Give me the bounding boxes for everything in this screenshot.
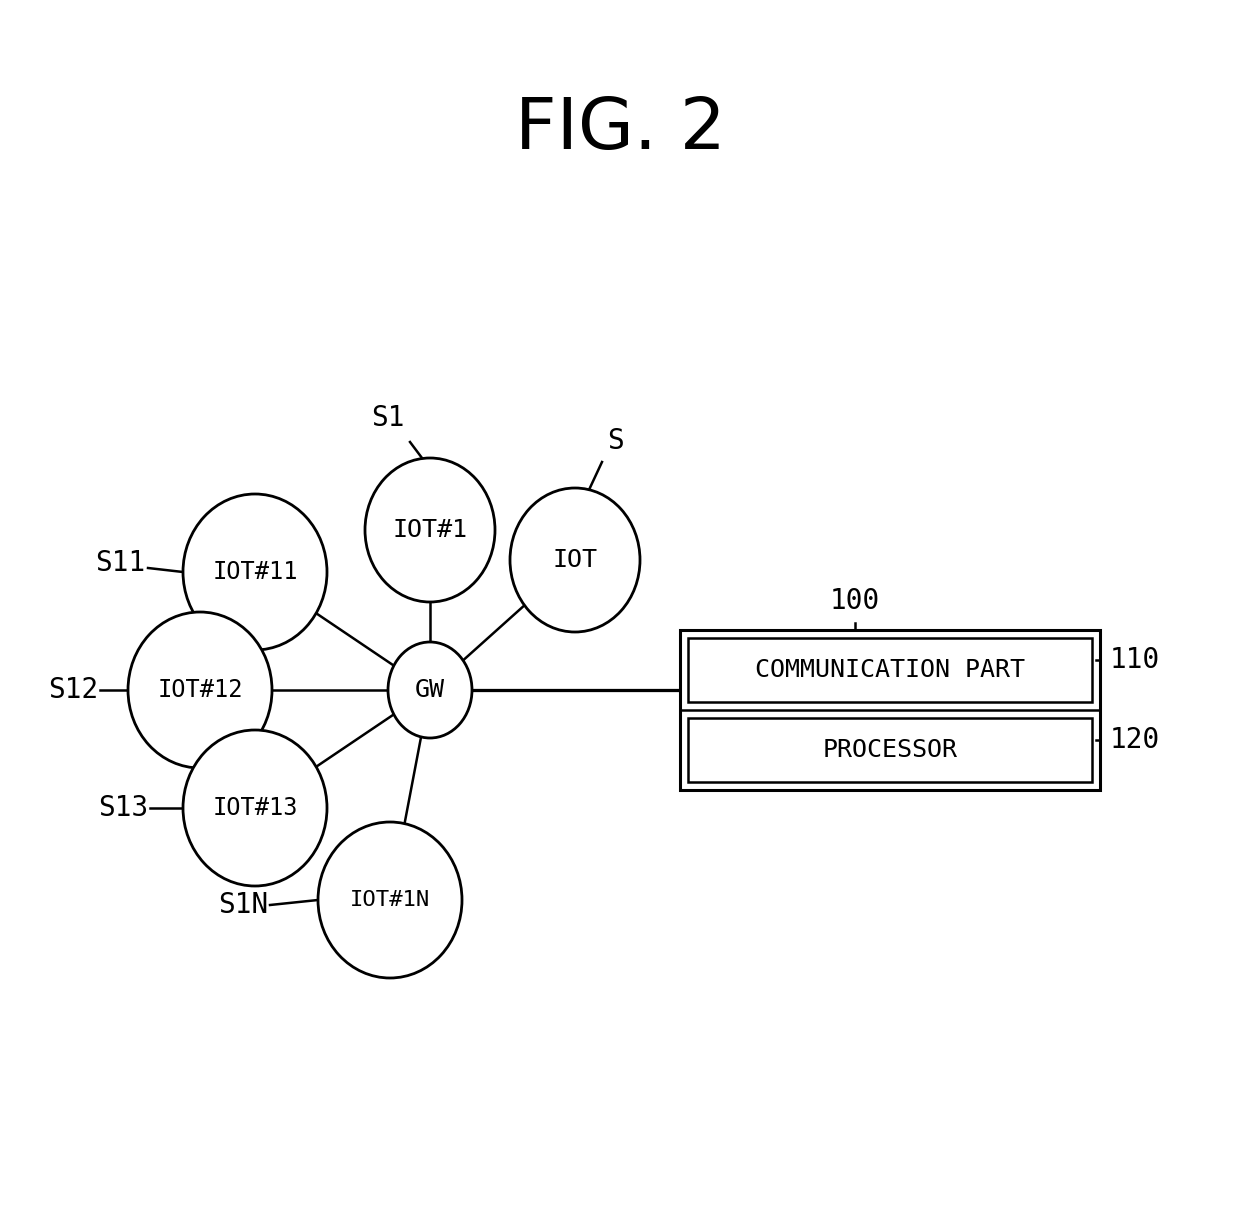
Text: IOT#12: IOT#12 [157,678,243,702]
Ellipse shape [388,641,472,738]
Text: IOT: IOT [553,548,598,573]
Text: COMMUNICATION PART: COMMUNICATION PART [755,658,1025,683]
Text: IOT#11: IOT#11 [212,561,298,583]
Text: FIG. 2: FIG. 2 [515,95,725,164]
Ellipse shape [365,458,495,602]
Ellipse shape [184,494,327,650]
Text: S1: S1 [372,403,405,432]
Bar [688,638,1092,702]
Bar [680,631,1100,790]
Ellipse shape [128,612,272,768]
Text: 120: 120 [1110,726,1161,754]
Text: S: S [608,426,624,455]
Text: IOT#1: IOT#1 [393,518,467,542]
Ellipse shape [317,821,463,978]
Bar [688,718,1092,782]
Text: 110: 110 [1110,646,1161,674]
Text: S11: S11 [94,548,145,577]
Text: S1N: S1N [218,892,268,919]
Text: S12: S12 [48,676,98,704]
Text: 100: 100 [830,587,880,615]
Text: IOT#1N: IOT#1N [350,890,430,910]
Text: GW: GW [415,678,445,702]
Text: PROCESSOR: PROCESSOR [822,738,957,762]
Text: S13: S13 [98,794,148,821]
Ellipse shape [184,730,327,885]
Text: IOT#13: IOT#13 [212,796,298,820]
Ellipse shape [510,488,640,632]
